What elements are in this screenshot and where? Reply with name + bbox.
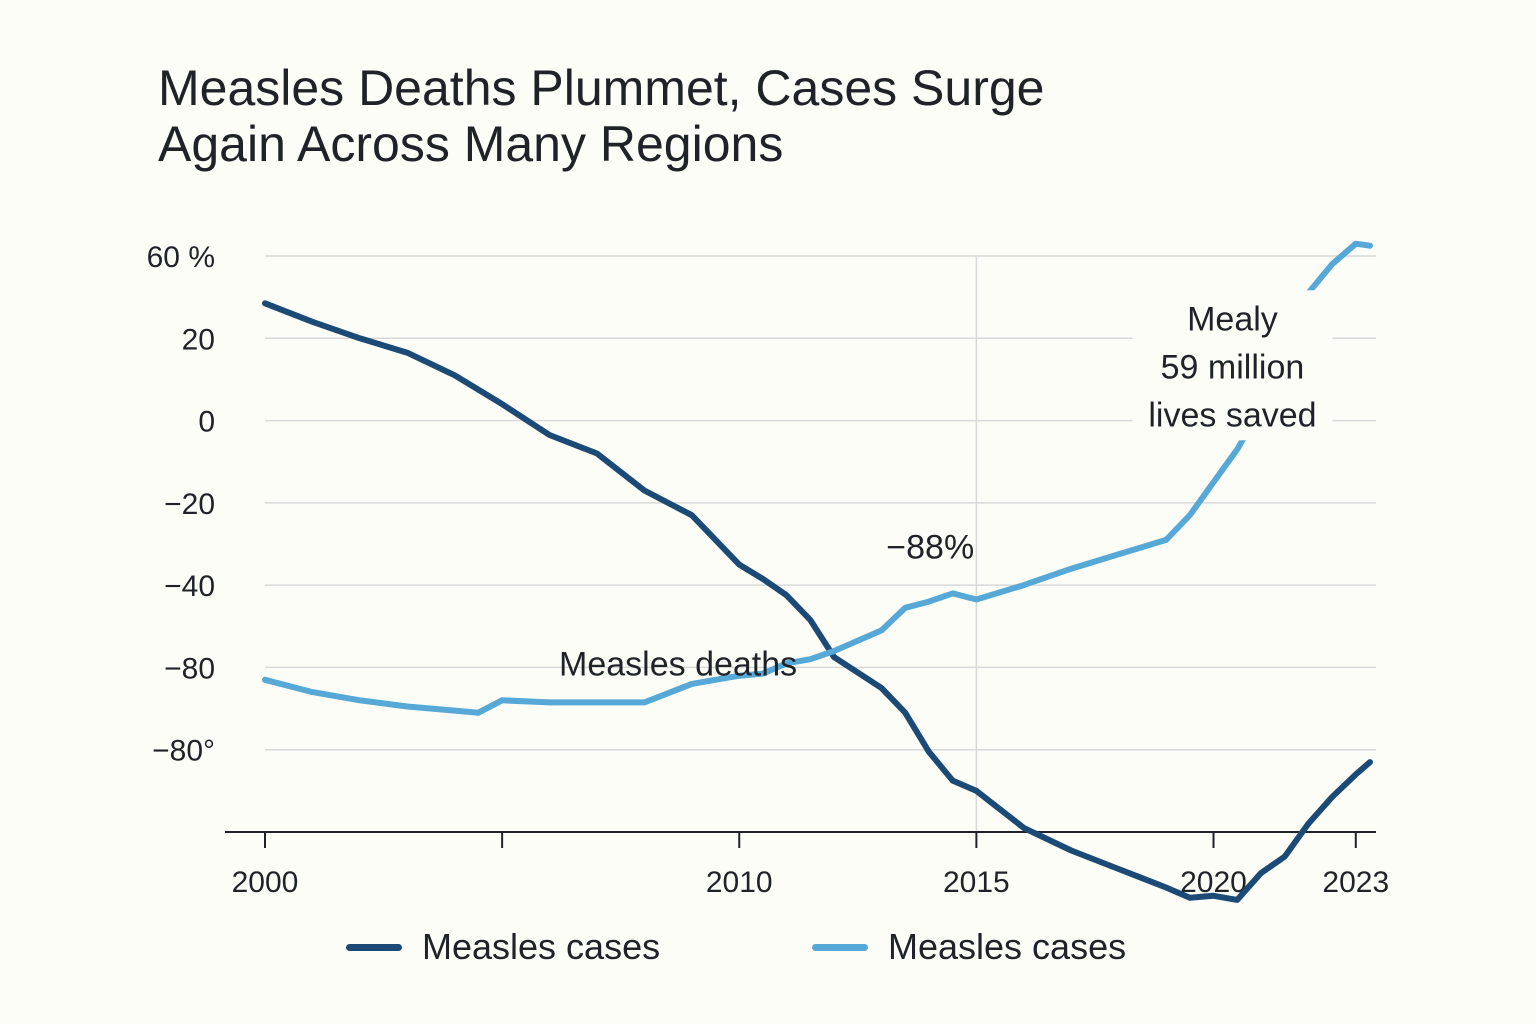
chart-title: Measles Deaths Plummet, Cases Surge Agai… <box>158 60 1358 172</box>
y-tick-label-1: 20 <box>182 323 215 356</box>
chart-title-line-1: Measles Deaths Plummet, Cases Surge <box>158 60 1045 116</box>
annotation-block-line-2: lives saved <box>1148 396 1316 434</box>
annotation-0: −88% <box>886 528 974 566</box>
legend-item-cases-series: Measles cases <box>812 926 1126 968</box>
series-line-deaths <box>262 300 1373 903</box>
x-tick-label-0: 2000 <box>232 866 299 899</box>
x-tick-label-4: 2023 <box>1322 866 1389 899</box>
y-tick-label-0: 60 % <box>147 241 215 274</box>
legend-label-cases: Measles cases <box>888 926 1127 967</box>
x-tick-label-2: 2015 <box>943 866 1010 899</box>
annotation-block-line-1: 59 million <box>1161 348 1305 386</box>
chart-legend: Measles cases Measles cases <box>0 926 1536 970</box>
annotation-block-line-0: Mealy <box>1187 300 1278 338</box>
legend-swatch-deaths <box>346 943 402 951</box>
legend-swatch-cases <box>812 943 868 951</box>
y-tick-label-4: −40 <box>164 570 215 603</box>
y-tick-label-2: 0 <box>198 406 215 439</box>
annotation-block-bg <box>1132 290 1333 441</box>
x-tick-label-1: 2010 <box>706 866 773 899</box>
y-tick-label-5: −80 <box>164 652 215 685</box>
y-tick-label-3: −20 <box>164 488 215 521</box>
chart-title-line-2: Again Across Many Regions <box>158 116 784 172</box>
y-tick-label-6: −80° <box>152 735 215 768</box>
legend-label-deaths: Measles cases <box>422 926 661 967</box>
legend-item-deaths-series: Measles cases <box>346 926 660 968</box>
annotation-1: Measles deaths <box>559 646 797 684</box>
